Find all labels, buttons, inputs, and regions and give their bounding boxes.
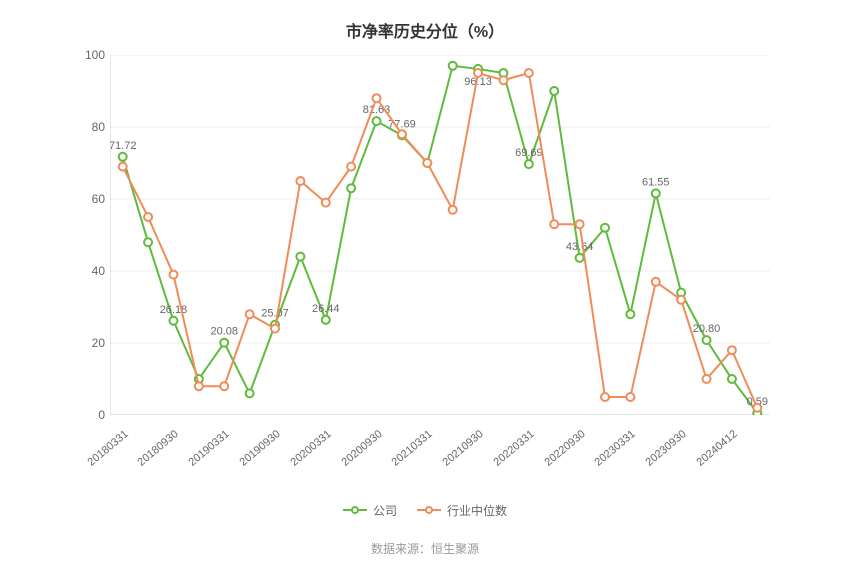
x-tick-label: 20210930 — [441, 428, 486, 469]
chart-title: 市净率历史分位（%） — [0, 0, 850, 42]
series-marker — [626, 393, 634, 401]
data-source: 数据来源：恒生聚源 — [0, 540, 850, 557]
value-label: 26.44 — [312, 303, 340, 315]
series-marker — [652, 278, 660, 286]
legend-item[interactable]: 行业中位数 — [417, 502, 507, 519]
y-tick-label: 60 — [70, 192, 105, 206]
y-tick-label: 40 — [70, 264, 105, 278]
series-marker — [449, 206, 457, 214]
x-tick-label: 20200930 — [339, 428, 384, 469]
series-marker — [220, 382, 228, 390]
series-marker — [449, 62, 457, 70]
x-tick-label: 20220930 — [542, 428, 587, 469]
series-marker — [652, 189, 660, 197]
series-marker — [220, 339, 228, 347]
series-marker — [169, 317, 177, 325]
series-marker — [499, 76, 507, 84]
series-marker — [296, 177, 304, 185]
series-marker — [474, 69, 482, 77]
legend: 公司 行业中位数 — [0, 498, 850, 519]
series-marker — [347, 184, 355, 192]
value-label: 25.07 — [261, 308, 289, 320]
y-tick-label: 80 — [70, 120, 105, 134]
plot-area: 71.7226.1820.0825.0726.4481.6377.6996.13… — [110, 55, 770, 415]
series-marker — [576, 254, 584, 262]
series-marker — [271, 325, 279, 333]
series-marker — [525, 160, 533, 168]
y-axis: 020406080100 — [70, 55, 105, 415]
series-marker — [373, 94, 381, 102]
series-marker — [322, 316, 330, 324]
x-tick-label: 20240412 — [694, 428, 739, 469]
series-marker — [423, 159, 431, 167]
x-tick-label: 20220331 — [491, 428, 536, 469]
x-tick-label: 20230331 — [593, 428, 638, 469]
x-tick-label: 20180331 — [85, 428, 130, 469]
series-marker — [677, 296, 685, 304]
legend-marker-icon — [425, 506, 433, 514]
x-tick-label: 20230930 — [644, 428, 689, 469]
series-marker — [550, 220, 558, 228]
series-marker — [703, 375, 711, 383]
legend-marker-icon — [351, 506, 359, 514]
series-marker — [601, 393, 609, 401]
x-tick-label: 20180930 — [136, 428, 181, 469]
x-tick-label: 20190930 — [237, 428, 282, 469]
value-label: 69.69 — [515, 147, 543, 159]
series-marker — [601, 224, 609, 232]
y-tick-label: 0 — [70, 408, 105, 422]
x-tick-label: 20200331 — [288, 428, 333, 469]
y-tick-label: 100 — [70, 48, 105, 62]
series-marker — [246, 389, 254, 397]
series-line-0 — [123, 66, 758, 413]
series-marker — [322, 199, 330, 207]
x-tick-label: 20210331 — [390, 428, 435, 469]
x-axis: 2018033120180930201903312019093020200331… — [110, 420, 770, 490]
value-label: 43.64 — [566, 241, 594, 253]
value-label: 20.80 — [693, 323, 721, 335]
series-marker — [728, 375, 736, 383]
series-marker — [525, 69, 533, 77]
legend-label: 公司 — [373, 502, 397, 519]
y-tick-label: 20 — [70, 336, 105, 350]
series-marker — [169, 271, 177, 279]
series-marker — [246, 310, 254, 318]
series-marker — [347, 163, 355, 171]
legend-label: 行业中位数 — [447, 502, 507, 519]
series-marker — [576, 220, 584, 228]
series-marker — [119, 163, 127, 171]
series-marker — [753, 404, 761, 412]
value-label: 20.08 — [210, 326, 238, 338]
legend-line-icon — [417, 509, 441, 511]
x-tick-label: 20190331 — [187, 428, 232, 469]
value-label: 71.72 — [110, 140, 136, 152]
series-marker — [144, 238, 152, 246]
series-marker — [119, 153, 127, 161]
series-marker — [728, 346, 736, 354]
series-marker — [398, 130, 406, 138]
series-marker — [550, 87, 558, 95]
series-marker — [626, 310, 634, 318]
value-label: 61.55 — [642, 176, 670, 188]
series-marker — [296, 253, 304, 261]
series-marker — [703, 336, 711, 344]
legend-item[interactable]: 公司 — [343, 502, 397, 519]
plot-svg: 71.7226.1820.0825.0726.4481.6377.6996.13… — [110, 55, 770, 415]
series-marker — [144, 213, 152, 221]
chart-container: 市净率历史分位（%） 020406080100 71.7226.1820.082… — [0, 0, 850, 574]
series-marker — [373, 117, 381, 125]
legend-line-icon — [343, 509, 367, 511]
series-line-1 — [123, 73, 758, 408]
series-marker — [195, 382, 203, 390]
